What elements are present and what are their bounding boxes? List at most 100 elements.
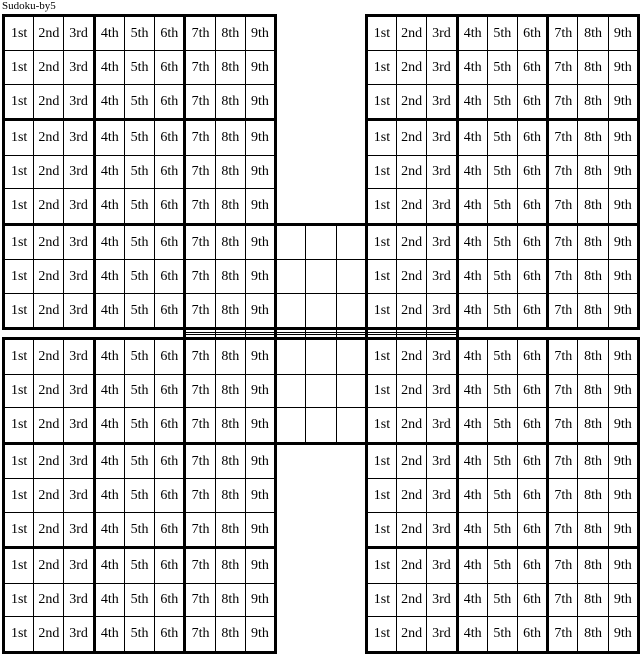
cell-r7-c12 (335, 222, 368, 261)
cell-r9-c12 (335, 292, 368, 331)
cell-r7-c1: 1st (1, 222, 35, 261)
board-row-9: 1st 2nd 3rd 4th 5th 6th 7th 8th 9th 1st 2nd 3rd 4th 5… (1, 292, 641, 331)
cell-r2-c17: 5th (486, 50, 518, 85)
cell-r14-c16: 4th (455, 373, 488, 409)
cell-r1-c21: 9th (607, 13, 641, 52)
cell-r4-c18: 6th (516, 118, 550, 156)
cell-r17-c21: 9th (607, 478, 641, 513)
cell-r2-c14: 2nd (396, 50, 428, 85)
cell-r16-c8: 8th (214, 441, 246, 480)
cell-r8-c3: 3rd (63, 259, 96, 294)
board-row-17: 1st 2nd 3rd 4th 5th 6th 7th 8th 9th 1st 2nd 3rd 4th 5… (1, 478, 641, 513)
cell-r1-c8: 8th (214, 13, 246, 52)
cell-r21-c7: 7th (183, 616, 216, 654)
spacer (336, 189, 366, 224)
cell-r6-c20: 8th (577, 188, 609, 226)
cell-r1-c5: 5th (123, 13, 156, 52)
cell-r21-c9: 9th (244, 616, 278, 654)
cell-r9-c1: 1st (1, 292, 35, 331)
cell-r4-c19: 7th (546, 118, 579, 156)
cell-r6-c6: 6th (154, 188, 187, 226)
cell-r3-c4: 4th (92, 83, 125, 122)
cell-r20-c1: 1st (1, 582, 35, 618)
cell-r9-c14: 2nd (396, 292, 428, 331)
cell-r2-c2: 2nd (33, 50, 65, 85)
cell-r7-c7: 7th (183, 222, 216, 261)
cell-r1-c13: 1st (364, 13, 398, 52)
cell-r8-c20: 8th (577, 259, 609, 294)
cell-r6-c2: 2nd (33, 188, 65, 226)
cell-r7-c19: 7th (546, 222, 579, 261)
cell-r19-c15: 3rd (426, 546, 459, 584)
cell-r20-c3: 3rd (63, 582, 96, 618)
cell-r15-c12 (335, 407, 368, 445)
cell-r18-c9: 9th (244, 511, 278, 550)
cell-r1-c7: 7th (183, 13, 216, 52)
cell-r20-c7: 7th (183, 582, 216, 618)
cell-r16-c16: 4th (455, 441, 488, 480)
spacer (306, 479, 336, 513)
cell-r5-c18: 6th (516, 154, 550, 190)
cell-r7-c10 (274, 222, 307, 261)
cell-r2-c9: 9th (244, 50, 278, 85)
cell-r14-c17: 5th (486, 373, 518, 409)
cell-r8-c2: 2nd (33, 259, 65, 294)
cell-r20-c17: 5th (486, 582, 518, 618)
cell-r3-c3: 3rd (63, 83, 96, 122)
cell-r18-c3: 3rd (63, 511, 96, 550)
spacer (276, 155, 306, 189)
cell-r21-c3: 3rd (63, 616, 96, 654)
cell-r8-c12 (335, 259, 368, 294)
cell-r4-c21: 9th (607, 118, 641, 156)
cell-r16-c3: 3rd (63, 441, 96, 480)
cell-r13-c17: 5th (486, 337, 518, 375)
cell-r9-c9: 9th (244, 292, 278, 331)
cell-r3-c17: 5th (486, 83, 518, 122)
cell-r13-c16: 4th (455, 337, 488, 375)
cell-r17-c3: 3rd (63, 478, 96, 513)
board-row-20: 1st 2nd 3rd 4th 5th 6th 7th 8th 9th 1st 2nd 3rd 4th 5… (1, 582, 641, 618)
cell-r20-c20: 8th (577, 582, 609, 618)
cell-r6-c15: 3rd (426, 188, 459, 226)
cell-r13-c13: 1st (364, 337, 398, 375)
cell-r3-c8: 8th (214, 83, 246, 122)
cell-r17-c9: 9th (244, 478, 278, 513)
board-row-6: 1st 2nd 3rd 4th 5th 6th 7th 8th 9th 1st 2nd 3rd 4th 5… (1, 188, 641, 226)
cell-r19-c3: 3rd (63, 546, 96, 584)
spacer (306, 548, 336, 583)
cell-r19-c1: 1st (1, 546, 35, 584)
cell-r1-c1: 1st (1, 13, 35, 52)
board-row-15: 1st 2nd 3rd 4th 5th 6th 7th 8th 9th 1st 2nd 3rd 4th 5… (1, 407, 641, 445)
cell-r15-c6: 6th (154, 407, 187, 445)
cell-r3-c2: 2nd (33, 83, 65, 122)
cell-r15-c15: 3rd (426, 407, 459, 445)
cell-r14-c21: 9th (607, 373, 641, 409)
cell-r18-c15: 3rd (426, 511, 459, 550)
cell-r16-c15: 3rd (426, 441, 459, 480)
cell-r5-c2: 2nd (33, 154, 65, 190)
cell-r14-c2: 2nd (33, 373, 65, 409)
spacer (306, 51, 336, 85)
cell-r1-c2: 2nd (33, 13, 65, 52)
spacer (276, 51, 306, 85)
cell-r19-c19: 7th (546, 546, 579, 584)
cell-r15-c14: 2nd (396, 407, 428, 445)
cell-r14-c3: 3rd (63, 373, 96, 409)
cell-r6-c17: 5th (486, 188, 518, 226)
cell-r1-c19: 7th (546, 13, 579, 52)
cell-r18-c21: 9th (607, 511, 641, 550)
cell-r3-c5: 5th (123, 83, 156, 122)
spacer (276, 120, 306, 155)
cell-r6-c21: 9th (607, 188, 641, 226)
spacer (276, 189, 306, 224)
cell-r21-c19: 7th (546, 616, 579, 654)
cell-r19-c8: 8th (214, 546, 246, 584)
cell-r16-c18: 6th (516, 441, 550, 480)
board-row-16: 1st 2nd 3rd 4th 5th 6th 7th 8th 9th 1st 2nd 3rd 4th 5… (1, 441, 641, 480)
spacer (306, 443, 336, 478)
cell-r15-c11 (305, 407, 337, 445)
cell-r18-c5: 5th (123, 511, 156, 550)
cell-r4-c13: 1st (364, 118, 398, 156)
cell-r6-c9: 9th (244, 188, 278, 226)
cell-r6-c5: 5th (123, 188, 156, 226)
